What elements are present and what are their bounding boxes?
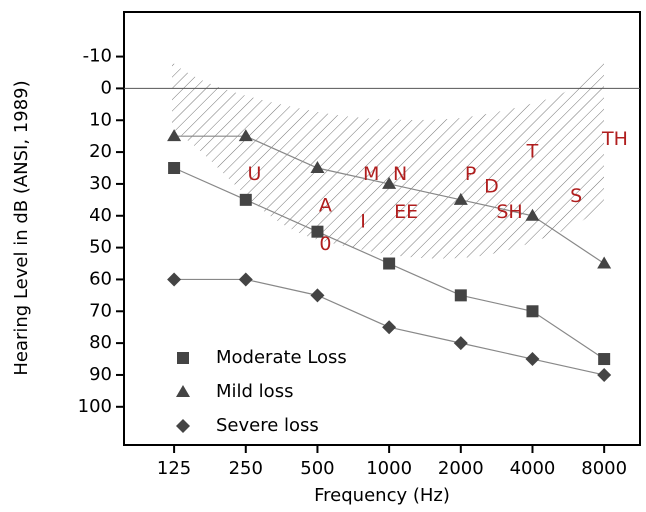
legend-label: Severe loss <box>216 415 319 436</box>
x-axis-label: Frequency (Hz) <box>314 485 450 506</box>
y-tick-label: 60 <box>89 268 112 289</box>
y-tick-label: -10 <box>83 46 112 67</box>
speech-sound: D <box>484 176 499 198</box>
marker-diamond <box>525 352 540 367</box>
marker-diamond <box>167 272 182 287</box>
marker-square <box>168 162 181 175</box>
x-tick-label: 2000 <box>438 458 484 479</box>
x-tick-label: 500 <box>300 458 334 479</box>
marker-triangle <box>382 176 397 189</box>
marker-square <box>598 353 611 366</box>
speech-sound: 0 <box>319 233 331 255</box>
speech-banana <box>172 60 604 259</box>
plot-frame <box>123 11 641 446</box>
marker-square <box>383 257 396 270</box>
y-tick-label: 70 <box>89 300 112 321</box>
speech-sound: I <box>360 211 366 233</box>
x-tick-label: 1000 <box>366 458 412 479</box>
y-tick-label: 10 <box>89 109 112 130</box>
marker-triangle <box>453 192 468 205</box>
legend-marker <box>176 419 190 433</box>
y-tick-label: 30 <box>89 173 112 194</box>
marker-square <box>311 225 324 238</box>
y-tick-label: 100 <box>78 396 112 417</box>
speech-sound: P <box>465 163 476 185</box>
x-tick-label: 250 <box>229 458 263 479</box>
marker-diamond <box>310 288 325 303</box>
x-tick-label: 8000 <box>581 458 627 479</box>
speech-sound: U <box>248 163 262 185</box>
y-tick-label: 50 <box>89 237 112 258</box>
speech-sound: M <box>363 163 379 185</box>
marker-square <box>526 305 539 318</box>
marker-triangle <box>167 129 182 142</box>
legend-label: Moderate Loss <box>216 347 347 368</box>
y-axis-label: Hearing Level in dB (ANSI, 1989) <box>11 80 32 375</box>
x-tick-label: 125 <box>157 458 191 479</box>
y-tick-label: 90 <box>89 364 112 385</box>
marker-diamond <box>597 367 612 382</box>
legend-marker <box>177 352 189 364</box>
legend-label: Mild loss <box>216 381 293 402</box>
speech-sound: TH <box>601 128 628 150</box>
marker-triangle <box>310 161 325 174</box>
speech-sound: A <box>319 195 332 217</box>
marker-triangle <box>597 256 612 269</box>
y-tick-label: 80 <box>89 332 112 353</box>
marker-square <box>239 193 252 206</box>
x-tick-label: 4000 <box>510 458 556 479</box>
y-tick-label: 20 <box>89 141 112 162</box>
y-tick-label: 0 <box>101 77 112 98</box>
marker-diamond <box>238 272 253 287</box>
marker-triangle <box>525 208 540 221</box>
speech-sound: SH <box>496 201 522 223</box>
y-tick-label: 40 <box>89 205 112 226</box>
marker-square <box>454 289 467 302</box>
speech-sound: T <box>526 141 539 163</box>
speech-sound: EE <box>394 201 418 223</box>
legend-marker <box>176 385 190 397</box>
speech-sound: S <box>570 185 582 207</box>
speech-sound: N <box>393 163 407 185</box>
marker-diamond <box>453 336 468 351</box>
marker-triangle <box>238 129 253 142</box>
marker-diamond <box>382 320 397 335</box>
